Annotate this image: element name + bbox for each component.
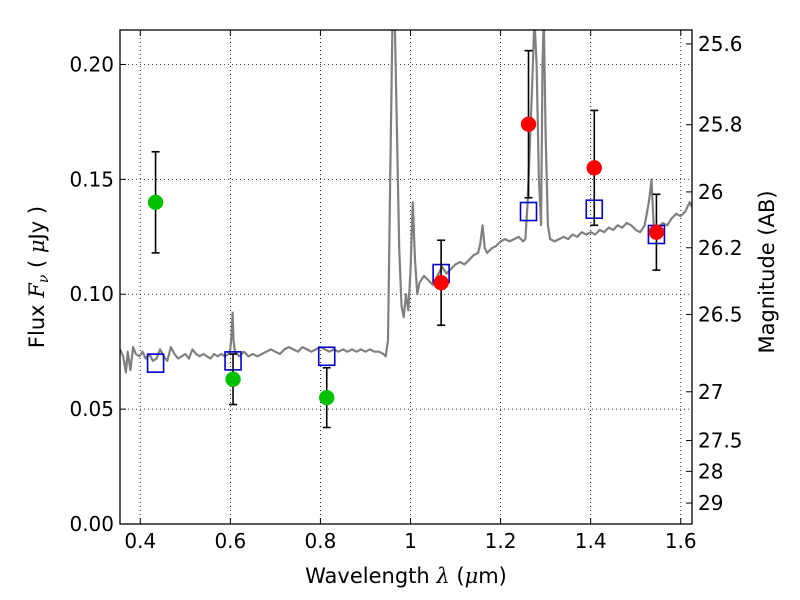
observed-flux-point — [648, 224, 665, 240]
observed-flux-point — [520, 116, 537, 132]
x-tick-label: 1.4 — [575, 529, 607, 553]
y-axis-label: Flux Fν ( μJy ) — [25, 206, 52, 348]
axis-labels: 0.4 0.6 0.8 1 1.2 1.4 1.6 0.00 0.05 0.10 0.15 0.20 2… — [25, 32, 779, 588]
y2-tick-label: 28 — [698, 459, 723, 483]
x-tick-label: 0.4 — [124, 529, 156, 553]
y-tick-label: 0.20 — [69, 52, 114, 76]
x-tick-label: 0.8 — [305, 529, 337, 553]
x-tick-label: 1.6 — [665, 529, 697, 553]
y2-tick-label: 27.5 — [698, 429, 743, 453]
x-tick-label: 1.2 — [485, 529, 517, 553]
template-spectrum-line — [120, 30, 692, 374]
y2-tick-label: 29 — [698, 491, 723, 515]
x-axis-label: Wavelength λ (μm) — [305, 564, 507, 588]
y-tick-label: 0.15 — [69, 167, 114, 191]
y2-tick-label: 26.5 — [698, 302, 743, 326]
observed-flux-point — [318, 389, 335, 406]
y2-tick-label: 26.2 — [698, 236, 743, 260]
y-tick-label: 0.00 — [69, 512, 114, 536]
grid-lines — [120, 30, 692, 525]
axis-ticks — [120, 30, 692, 525]
model-flux-square — [317, 346, 336, 367]
y2-tick-label: 27 — [698, 380, 723, 404]
x-tick-label: 1 — [404, 529, 417, 553]
y2-tick-label: 25.8 — [698, 113, 743, 137]
y2-tick-label: 26 — [698, 180, 723, 204]
y-tick-label: 0.10 — [69, 282, 114, 306]
observed-flux-point — [586, 160, 603, 176]
y2-tick-label: 25.6 — [698, 32, 743, 56]
x-tick-label: 0.6 — [214, 529, 246, 553]
observed-flux-point — [433, 274, 449, 291]
plot-frame — [119, 29, 693, 525]
observed-flux-point — [147, 194, 164, 211]
model-flux-square — [146, 353, 165, 373]
plot-area — [120, 30, 692, 429]
observed-flux-point — [225, 371, 241, 387]
model-flux-square — [519, 201, 538, 222]
y-tick-label: 0.05 — [69, 397, 114, 421]
y2-axis-label: Magnitude (AB) — [755, 190, 779, 353]
